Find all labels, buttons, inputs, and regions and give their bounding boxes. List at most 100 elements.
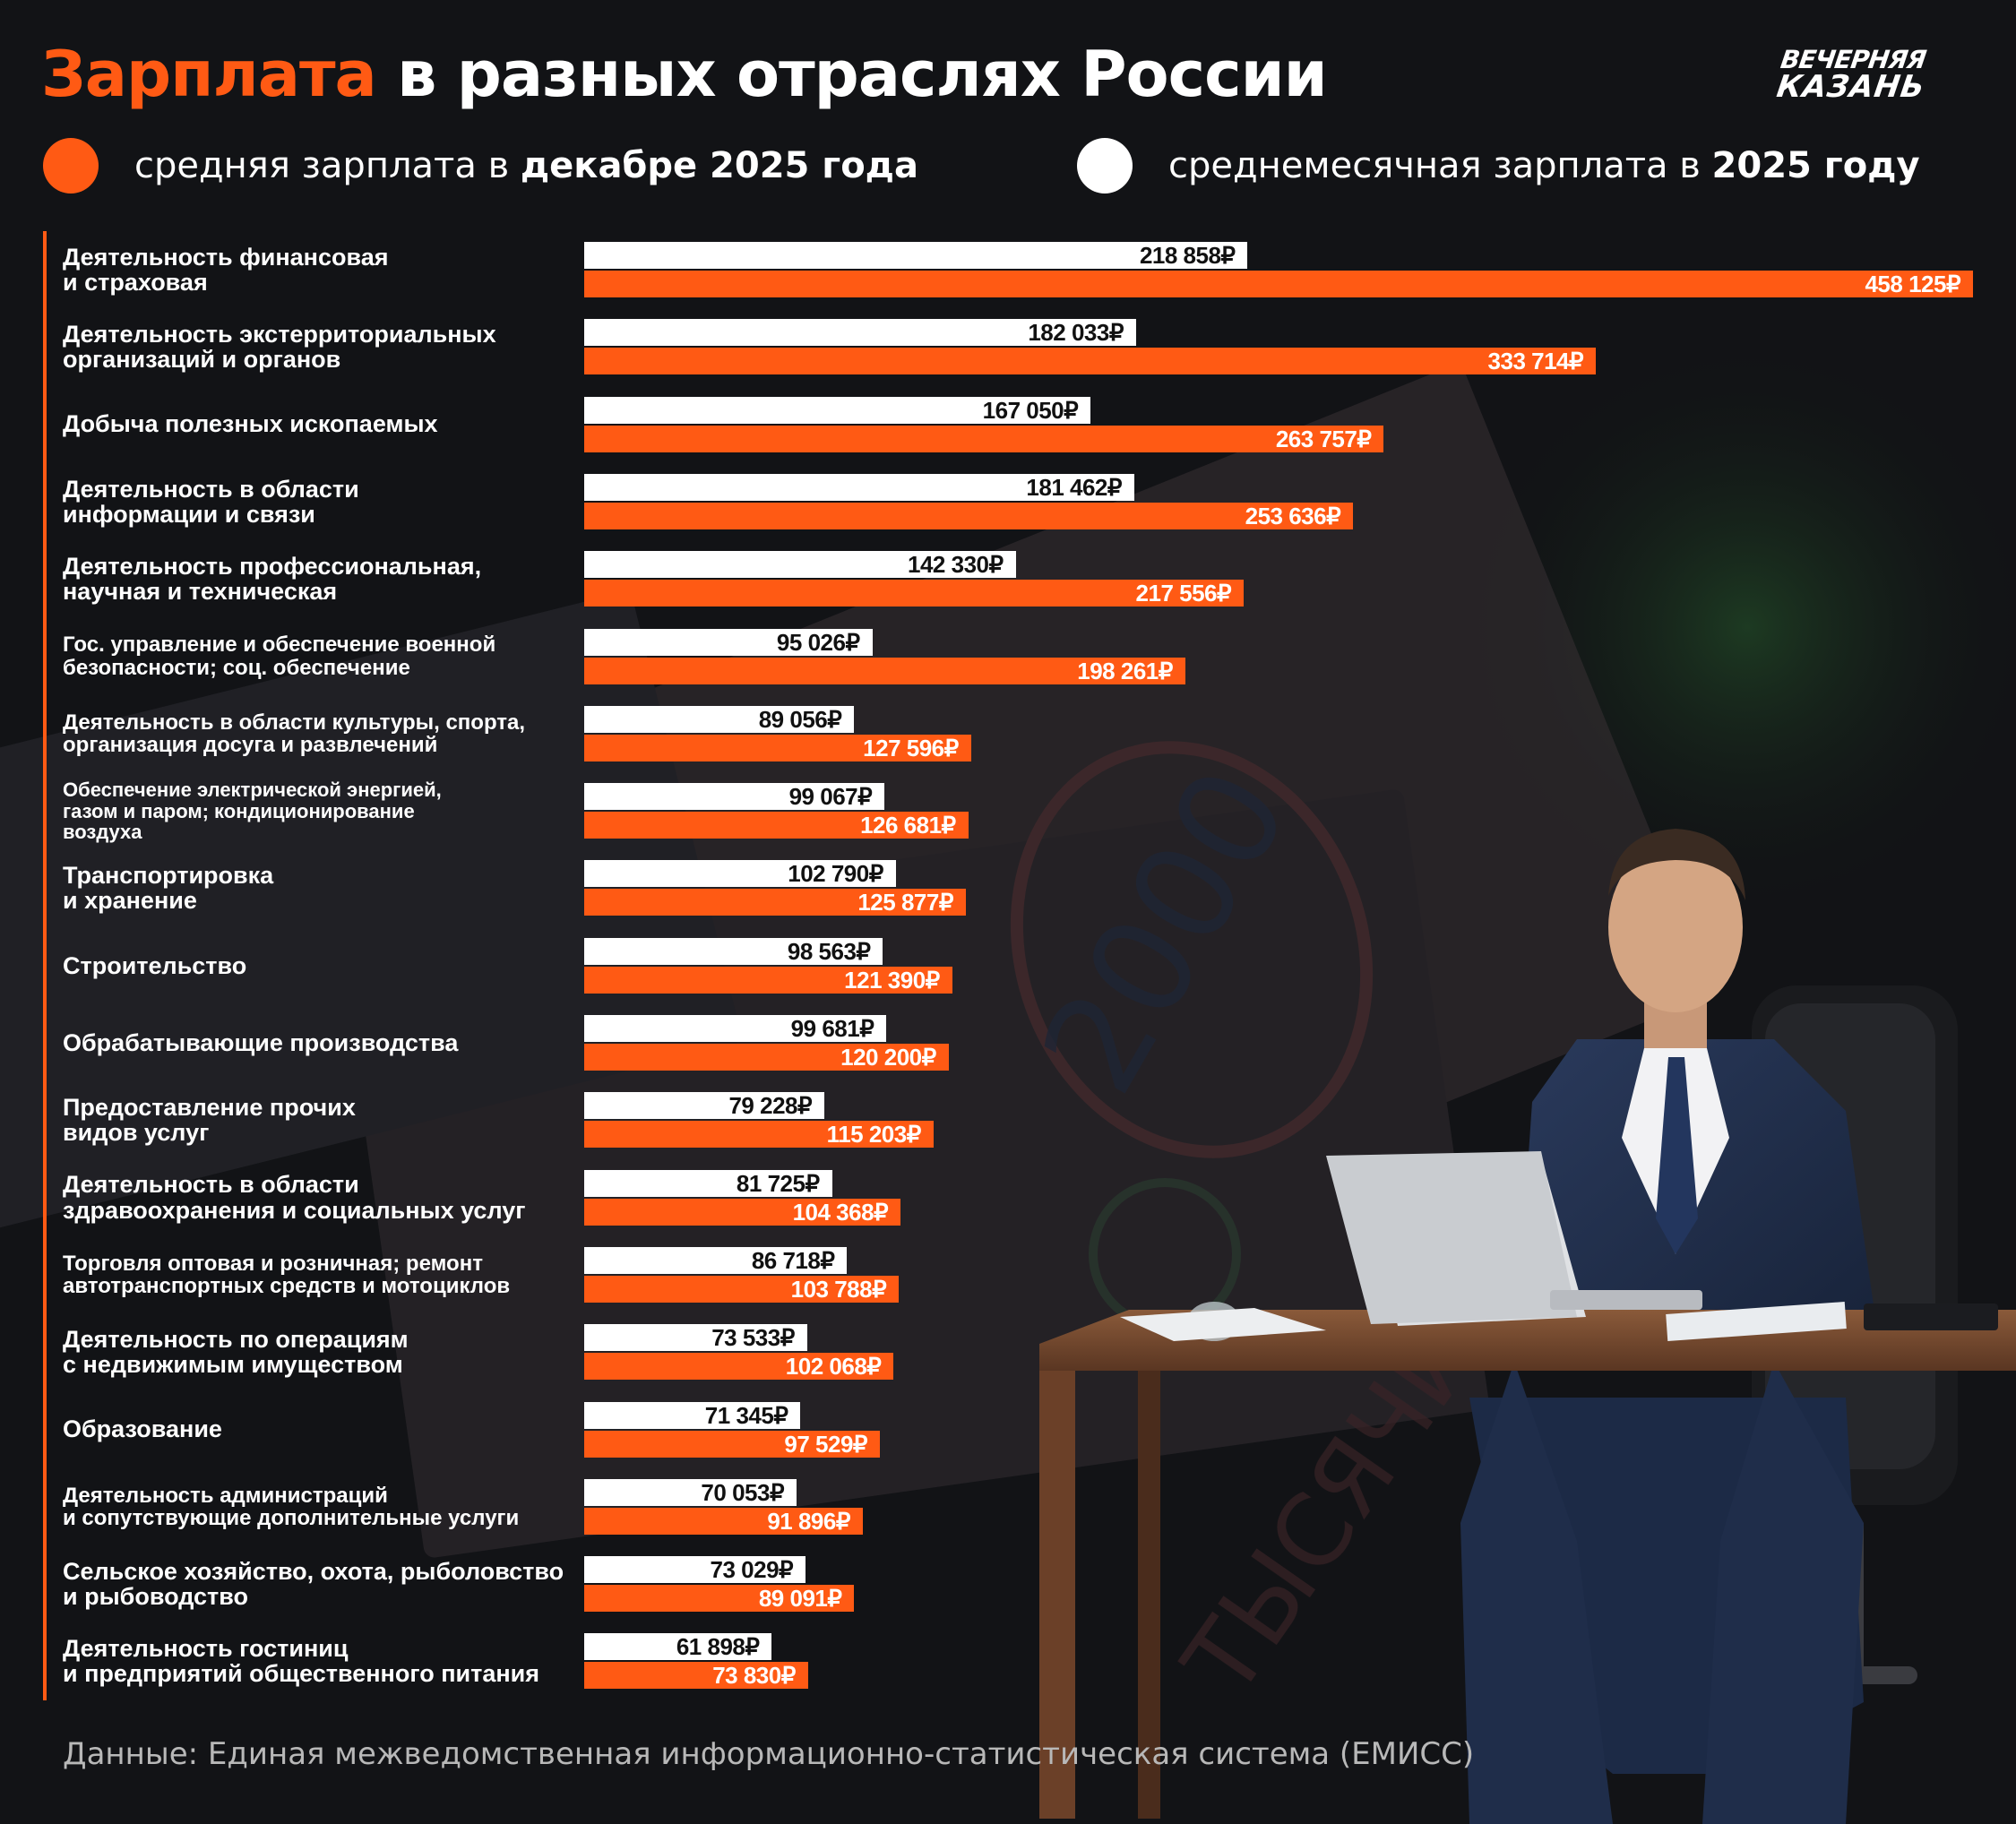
legend-dot-white-icon (1077, 138, 1133, 194)
bar-december-2025: 120 200₽ (584, 1044, 949, 1071)
bar-december-2025: 126 681₽ (584, 812, 969, 839)
category-label: Транспортировка и хранение (63, 862, 274, 915)
bar-year-2025: 86 718₽ (584, 1246, 848, 1274)
bar-value-label: 127 596₽ (863, 734, 959, 761)
bar-value-label: 458 125₽ (1865, 271, 1960, 297)
legend-item-year: среднемесячная зарплата в 2025 году (1077, 138, 1920, 194)
bar-value-label: 61 898₽ (676, 1633, 760, 1661)
bar-value-label: 79 228₽ (728, 1092, 813, 1120)
legend-dot-orange-icon (43, 138, 99, 194)
bar-value-label: 97 529₽ (784, 1430, 867, 1458)
bar-value-label: 102 790₽ (788, 860, 883, 888)
bar-value-label: 71 345₽ (704, 1401, 788, 1429)
bar-value-label: 102 068₽ (785, 1353, 882, 1381)
category-label: Образование (63, 1415, 222, 1443)
bar-value-label: 121 390₽ (844, 966, 940, 994)
bar-december-2025: 89 091₽ (584, 1585, 855, 1613)
category-label: Деятельность по операциям с недвижимым и… (63, 1325, 409, 1379)
category-label: Деятельность профессиональная, научная и… (63, 552, 482, 606)
category-label: Гос. управление и обеспечение военной бе… (63, 632, 496, 680)
title-rest: в разных отраслях России (375, 38, 1328, 111)
bar-year-2025: 95 026₽ (584, 628, 873, 656)
page-title: Зарплата в разных отраслях России (41, 38, 1328, 111)
bar-value-label: 181 462₽ (1026, 473, 1122, 501)
bar-value-label: 95 026₽ (776, 628, 860, 656)
bar-december-2025: 125 877₽ (584, 889, 966, 916)
brand-logo: ВЕЧЕРНЯЯ КАЗАНЬ (1774, 45, 1957, 106)
bar-value-label: 104 368₽ (792, 1198, 889, 1226)
bar-value-label: 98 563₽ (787, 937, 871, 965)
bar-value-label: 86 718₽ (751, 1246, 835, 1274)
bar-december-2025: 121 390₽ (584, 966, 952, 994)
bar-value-label: 115 203₽ (826, 1121, 922, 1149)
category-label: Деятельность в области информации и связ… (63, 475, 359, 528)
logo-line-2: КАЗАНЬ (1774, 69, 1928, 105)
legend-item-december: средняя зарплата в декабре 2025 года (43, 138, 918, 194)
bar-december-2025: 104 368₽ (584, 1198, 901, 1226)
bar-year-2025: 102 790₽ (584, 860, 896, 888)
bar-value-label: 253 636₽ (1245, 502, 1341, 529)
category-label: Обеспечение электрической энергией, газо… (63, 779, 442, 843)
category-label: Деятельность в области культуры, спорта,… (63, 710, 526, 757)
bar-december-2025: 217 556₽ (584, 580, 1245, 607)
bar-value-label: 125 877₽ (857, 889, 953, 916)
bar-value-label: 333 714₽ (1487, 348, 1584, 375)
bar-year-2025: 70 053₽ (584, 1478, 797, 1506)
bar-december-2025: 97 529₽ (584, 1430, 880, 1458)
category-label: Обрабатывающие производства (63, 1028, 459, 1056)
bar-value-label: 73 029₽ (710, 1556, 794, 1584)
bar-december-2025: 91 896₽ (584, 1507, 863, 1535)
bar-december-2025: 115 203₽ (584, 1121, 934, 1149)
bar-value-label: 73 830₽ (712, 1662, 796, 1690)
bar-year-2025: 99 681₽ (584, 1015, 887, 1042)
category-label: Деятельность экстерриториальных организа… (63, 320, 496, 374)
bar-value-label: 126 681₽ (860, 812, 956, 839)
bar-year-2025: 98 563₽ (584, 937, 883, 965)
bar-year-2025: 81 725₽ (584, 1169, 832, 1197)
chart-axis-line (43, 231, 47, 1700)
category-label: Деятельность финансовая и страховая (63, 243, 389, 296)
bar-december-2025: 102 068₽ (584, 1353, 894, 1381)
bar-value-label: 217 556₽ (1135, 580, 1232, 607)
bar-december-2025: 127 596₽ (584, 734, 971, 761)
bar-value-label: 120 200₽ (840, 1044, 936, 1071)
bar-value-label: 103 788₽ (790, 1275, 887, 1303)
bar-value-label: 263 757₽ (1275, 425, 1372, 452)
bar-december-2025: 253 636₽ (584, 502, 1354, 529)
bar-value-label: 70 053₽ (701, 1478, 784, 1506)
bar-value-label: 89 056₽ (758, 705, 842, 733)
bar-december-2025: 263 757₽ (584, 425, 1384, 452)
desk-decoration (1039, 1151, 2016, 1819)
bar-value-label: 218 858₽ (1139, 242, 1236, 269)
category-label: Строительство (63, 951, 247, 979)
bar-year-2025: 142 330₽ (584, 551, 1016, 579)
bar-value-label: 89 091₽ (758, 1585, 842, 1613)
category-label: Деятельность в области здравоохранения и… (63, 1171, 526, 1224)
bar-value-label: 142 330₽ (908, 551, 1004, 579)
bar-year-2025: 167 050₽ (584, 396, 1091, 424)
category-label: Добыча полезных ископаемых (63, 410, 438, 438)
bar-value-label: 73 533₽ (711, 1324, 795, 1352)
legend-label-year: среднемесячная зарплата в 2025 году (1168, 145, 1920, 186)
bar-value-label: 182 033₽ (1028, 319, 1124, 347)
bar-december-2025: 103 788₽ (584, 1275, 900, 1303)
category-label: Деятельность гостиниц и предприятий обще… (63, 1635, 540, 1688)
bar-year-2025: 99 067₽ (584, 783, 885, 811)
businessman-decoration (1460, 829, 1882, 1824)
bar-year-2025: 61 898₽ (584, 1633, 772, 1661)
bar-value-label: 91 896₽ (767, 1507, 850, 1535)
bar-year-2025: 89 056₽ (584, 705, 855, 733)
bar-year-2025: 79 228₽ (584, 1092, 825, 1120)
category-label: Деятельность администраций и сопутствующ… (63, 1483, 520, 1530)
bar-value-label: 167 050₽ (982, 396, 1079, 424)
title-highlight: Зарплата (41, 38, 377, 111)
bar-year-2025: 181 462₽ (584, 473, 1134, 501)
bar-value-label: 198 261₽ (1077, 657, 1173, 684)
category-label: Предоставление прочих видов услуг (63, 1093, 356, 1147)
bar-value-label: 99 681₽ (790, 1015, 874, 1042)
bar-year-2025: 182 033₽ (584, 319, 1136, 347)
category-label: Сельское хозяйство, охота, рыболовство и… (63, 1557, 564, 1611)
bar-year-2025: 73 533₽ (584, 1324, 807, 1352)
category-label: Торговля оптовая и розничная; ремонт авт… (63, 1251, 511, 1298)
